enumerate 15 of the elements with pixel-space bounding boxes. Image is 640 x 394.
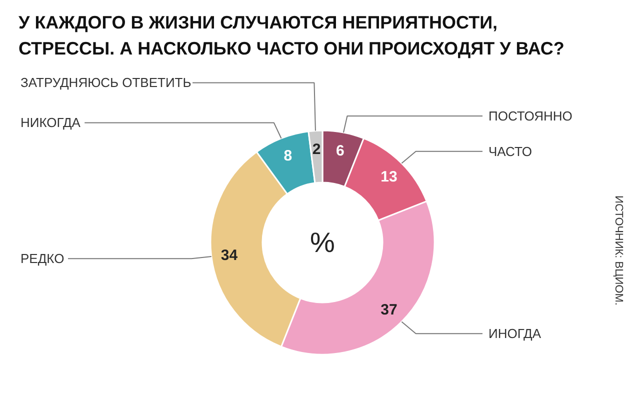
slice-label: ПОСТОЯННО [488, 108, 572, 124]
data-label: 37 [380, 301, 398, 318]
text: ИСТОЧНИК: ВЦИОМ. [612, 196, 624, 306]
data-label: 13 [380, 168, 398, 186]
data-label: 8 [284, 148, 292, 165]
slice-label: НИКОГДА [20, 115, 81, 130]
data-label: 6 [336, 142, 344, 160]
slice-label: ЧАСТО [488, 144, 532, 159]
slice-label: ИНОГДА [488, 326, 542, 342]
slice-label: ЗАТРУДНЯЮСЬ ОТВЕТИТЬ [20, 75, 192, 90]
text: % [310, 227, 335, 258]
slice-label: РЕДКО [20, 251, 64, 266]
chart-title: У КАЖДОГО В ЖИЗНИ СЛУЧАЮТСЯ НЕПРИЯТНОСТИ, СТРЕССЫ. А НАСКОЛЬКО ЧАСТО ОНИ ПРОИСХОДЯТ У ВАС? [18, 12, 564, 58]
data-label: 2 [312, 141, 321, 158]
data-label: 34 [220, 246, 238, 264]
